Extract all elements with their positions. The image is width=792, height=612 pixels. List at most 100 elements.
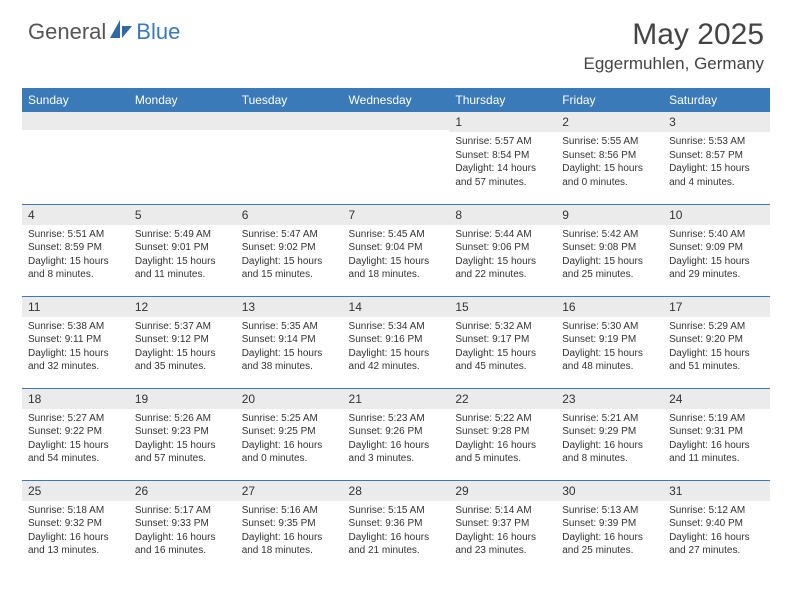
daylight-text: Daylight: 15 hours and 8 minutes.: [28, 255, 123, 282]
calendar-day: [129, 112, 236, 204]
sunset-text: Sunset: 9:37 PM: [455, 517, 550, 531]
day-body: Sunrise: 5:23 AMSunset: 9:26 PMDaylight:…: [343, 409, 450, 470]
calendar-day: 30Sunrise: 5:13 AMSunset: 9:39 PMDayligh…: [556, 480, 663, 572]
calendar-day: 12Sunrise: 5:37 AMSunset: 9:12 PMDayligh…: [129, 296, 236, 388]
daylight-text: Daylight: 15 hours and 11 minutes.: [135, 255, 230, 282]
sunset-text: Sunset: 8:56 PM: [562, 149, 657, 163]
day-body: Sunrise: 5:12 AMSunset: 9:40 PMDaylight:…: [663, 501, 770, 562]
sunset-text: Sunset: 9:33 PM: [135, 517, 230, 531]
calendar-day: 1Sunrise: 5:57 AMSunset: 8:54 PMDaylight…: [449, 112, 556, 204]
calendar-day: 21Sunrise: 5:23 AMSunset: 9:26 PMDayligh…: [343, 388, 450, 480]
daylight-text: Daylight: 15 hours and 22 minutes.: [455, 255, 550, 282]
day-number: 25: [22, 481, 129, 501]
calendar-day: 31Sunrise: 5:12 AMSunset: 9:40 PMDayligh…: [663, 480, 770, 572]
sunrise-text: Sunrise: 5:35 AM: [242, 320, 337, 334]
sunset-text: Sunset: 8:54 PM: [455, 149, 550, 163]
day-body: Sunrise: 5:30 AMSunset: 9:19 PMDaylight:…: [556, 317, 663, 378]
calendar-day: 19Sunrise: 5:26 AMSunset: 9:23 PMDayligh…: [129, 388, 236, 480]
sunrise-text: Sunrise: 5:57 AM: [455, 135, 550, 149]
day-body: Sunrise: 5:47 AMSunset: 9:02 PMDaylight:…: [236, 225, 343, 286]
sunset-text: Sunset: 9:35 PM: [242, 517, 337, 531]
day-number: 16: [556, 297, 663, 317]
day-number: 31: [663, 481, 770, 501]
calendar-day: [343, 112, 450, 204]
day-number: 17: [663, 297, 770, 317]
day-body: Sunrise: 5:19 AMSunset: 9:31 PMDaylight:…: [663, 409, 770, 470]
daylight-text: Daylight: 15 hours and 48 minutes.: [562, 347, 657, 374]
calendar-week: 1Sunrise: 5:57 AMSunset: 8:54 PMDaylight…: [22, 112, 770, 204]
day-body: [129, 130, 236, 137]
day-body: Sunrise: 5:55 AMSunset: 8:56 PMDaylight:…: [556, 132, 663, 193]
daylight-text: Daylight: 15 hours and 51 minutes.: [669, 347, 764, 374]
daylight-text: Daylight: 15 hours and 15 minutes.: [242, 255, 337, 282]
day-body: Sunrise: 5:38 AMSunset: 9:11 PMDaylight:…: [22, 317, 129, 378]
daylight-text: Daylight: 14 hours and 57 minutes.: [455, 162, 550, 189]
sunrise-text: Sunrise: 5:40 AM: [669, 228, 764, 242]
sunset-text: Sunset: 9:16 PM: [349, 333, 444, 347]
calendar-week: 25Sunrise: 5:18 AMSunset: 9:32 PMDayligh…: [22, 480, 770, 572]
day-body: Sunrise: 5:22 AMSunset: 9:28 PMDaylight:…: [449, 409, 556, 470]
daylight-text: Daylight: 15 hours and 0 minutes.: [562, 162, 657, 189]
month-title: May 2025: [584, 18, 764, 52]
day-number: 11: [22, 297, 129, 317]
calendar-day: 10Sunrise: 5:40 AMSunset: 9:09 PMDayligh…: [663, 204, 770, 296]
sunset-text: Sunset: 9:08 PM: [562, 241, 657, 255]
sunset-text: Sunset: 9:04 PM: [349, 241, 444, 255]
sunrise-text: Sunrise: 5:19 AM: [669, 412, 764, 426]
day-body: Sunrise: 5:44 AMSunset: 9:06 PMDaylight:…: [449, 225, 556, 286]
calendar-day: [236, 112, 343, 204]
daylight-text: Daylight: 15 hours and 25 minutes.: [562, 255, 657, 282]
sunrise-text: Sunrise: 5:18 AM: [28, 504, 123, 518]
day-body: [343, 130, 450, 137]
day-body: Sunrise: 5:17 AMSunset: 9:33 PMDaylight:…: [129, 501, 236, 562]
weekday-header: Sunday: [22, 88, 129, 112]
sunrise-text: Sunrise: 5:30 AM: [562, 320, 657, 334]
calendar-day: 11Sunrise: 5:38 AMSunset: 9:11 PMDayligh…: [22, 296, 129, 388]
day-number: 7: [343, 205, 450, 225]
sunset-text: Sunset: 9:11 PM: [28, 333, 123, 347]
daylight-text: Daylight: 16 hours and 3 minutes.: [349, 439, 444, 466]
day-number: 22: [449, 389, 556, 409]
daylight-text: Daylight: 16 hours and 8 minutes.: [562, 439, 657, 466]
calendar-table: Sunday Monday Tuesday Wednesday Thursday…: [22, 88, 770, 572]
day-number: 23: [556, 389, 663, 409]
day-body: Sunrise: 5:18 AMSunset: 9:32 PMDaylight:…: [22, 501, 129, 562]
sunset-text: Sunset: 9:32 PM: [28, 517, 123, 531]
sunrise-text: Sunrise: 5:14 AM: [455, 504, 550, 518]
day-body: Sunrise: 5:15 AMSunset: 9:36 PMDaylight:…: [343, 501, 450, 562]
daylight-text: Daylight: 16 hours and 5 minutes.: [455, 439, 550, 466]
calendar-day: 6Sunrise: 5:47 AMSunset: 9:02 PMDaylight…: [236, 204, 343, 296]
daylight-text: Daylight: 16 hours and 0 minutes.: [242, 439, 337, 466]
day-body: Sunrise: 5:29 AMSunset: 9:20 PMDaylight:…: [663, 317, 770, 378]
calendar-week: 11Sunrise: 5:38 AMSunset: 9:11 PMDayligh…: [22, 296, 770, 388]
day-number: [236, 112, 343, 130]
day-body: Sunrise: 5:25 AMSunset: 9:25 PMDaylight:…: [236, 409, 343, 470]
sunrise-text: Sunrise: 5:49 AM: [135, 228, 230, 242]
day-number: 14: [343, 297, 450, 317]
sunrise-text: Sunrise: 5:13 AM: [562, 504, 657, 518]
day-body: Sunrise: 5:14 AMSunset: 9:37 PMDaylight:…: [449, 501, 556, 562]
weekday-header: Monday: [129, 88, 236, 112]
day-number: [343, 112, 450, 130]
sunrise-text: Sunrise: 5:15 AM: [349, 504, 444, 518]
daylight-text: Daylight: 15 hours and 42 minutes.: [349, 347, 444, 374]
day-body: Sunrise: 5:42 AMSunset: 9:08 PMDaylight:…: [556, 225, 663, 286]
day-number: 28: [343, 481, 450, 501]
day-number: 15: [449, 297, 556, 317]
sunrise-text: Sunrise: 5:32 AM: [455, 320, 550, 334]
day-body: [236, 130, 343, 137]
daylight-text: Daylight: 15 hours and 38 minutes.: [242, 347, 337, 374]
calendar-day: 13Sunrise: 5:35 AMSunset: 9:14 PMDayligh…: [236, 296, 343, 388]
sunrise-text: Sunrise: 5:51 AM: [28, 228, 123, 242]
calendar-day: 9Sunrise: 5:42 AMSunset: 9:08 PMDaylight…: [556, 204, 663, 296]
daylight-text: Daylight: 16 hours and 25 minutes.: [562, 531, 657, 558]
daylight-text: Daylight: 15 hours and 4 minutes.: [669, 162, 764, 189]
sunrise-text: Sunrise: 5:38 AM: [28, 320, 123, 334]
sunset-text: Sunset: 9:29 PM: [562, 425, 657, 439]
weekday-header-row: Sunday Monday Tuesday Wednesday Thursday…: [22, 88, 770, 112]
day-number: 30: [556, 481, 663, 501]
day-number: 8: [449, 205, 556, 225]
calendar-day: 24Sunrise: 5:19 AMSunset: 9:31 PMDayligh…: [663, 388, 770, 480]
sunset-text: Sunset: 9:36 PM: [349, 517, 444, 531]
weekday-header: Saturday: [663, 88, 770, 112]
